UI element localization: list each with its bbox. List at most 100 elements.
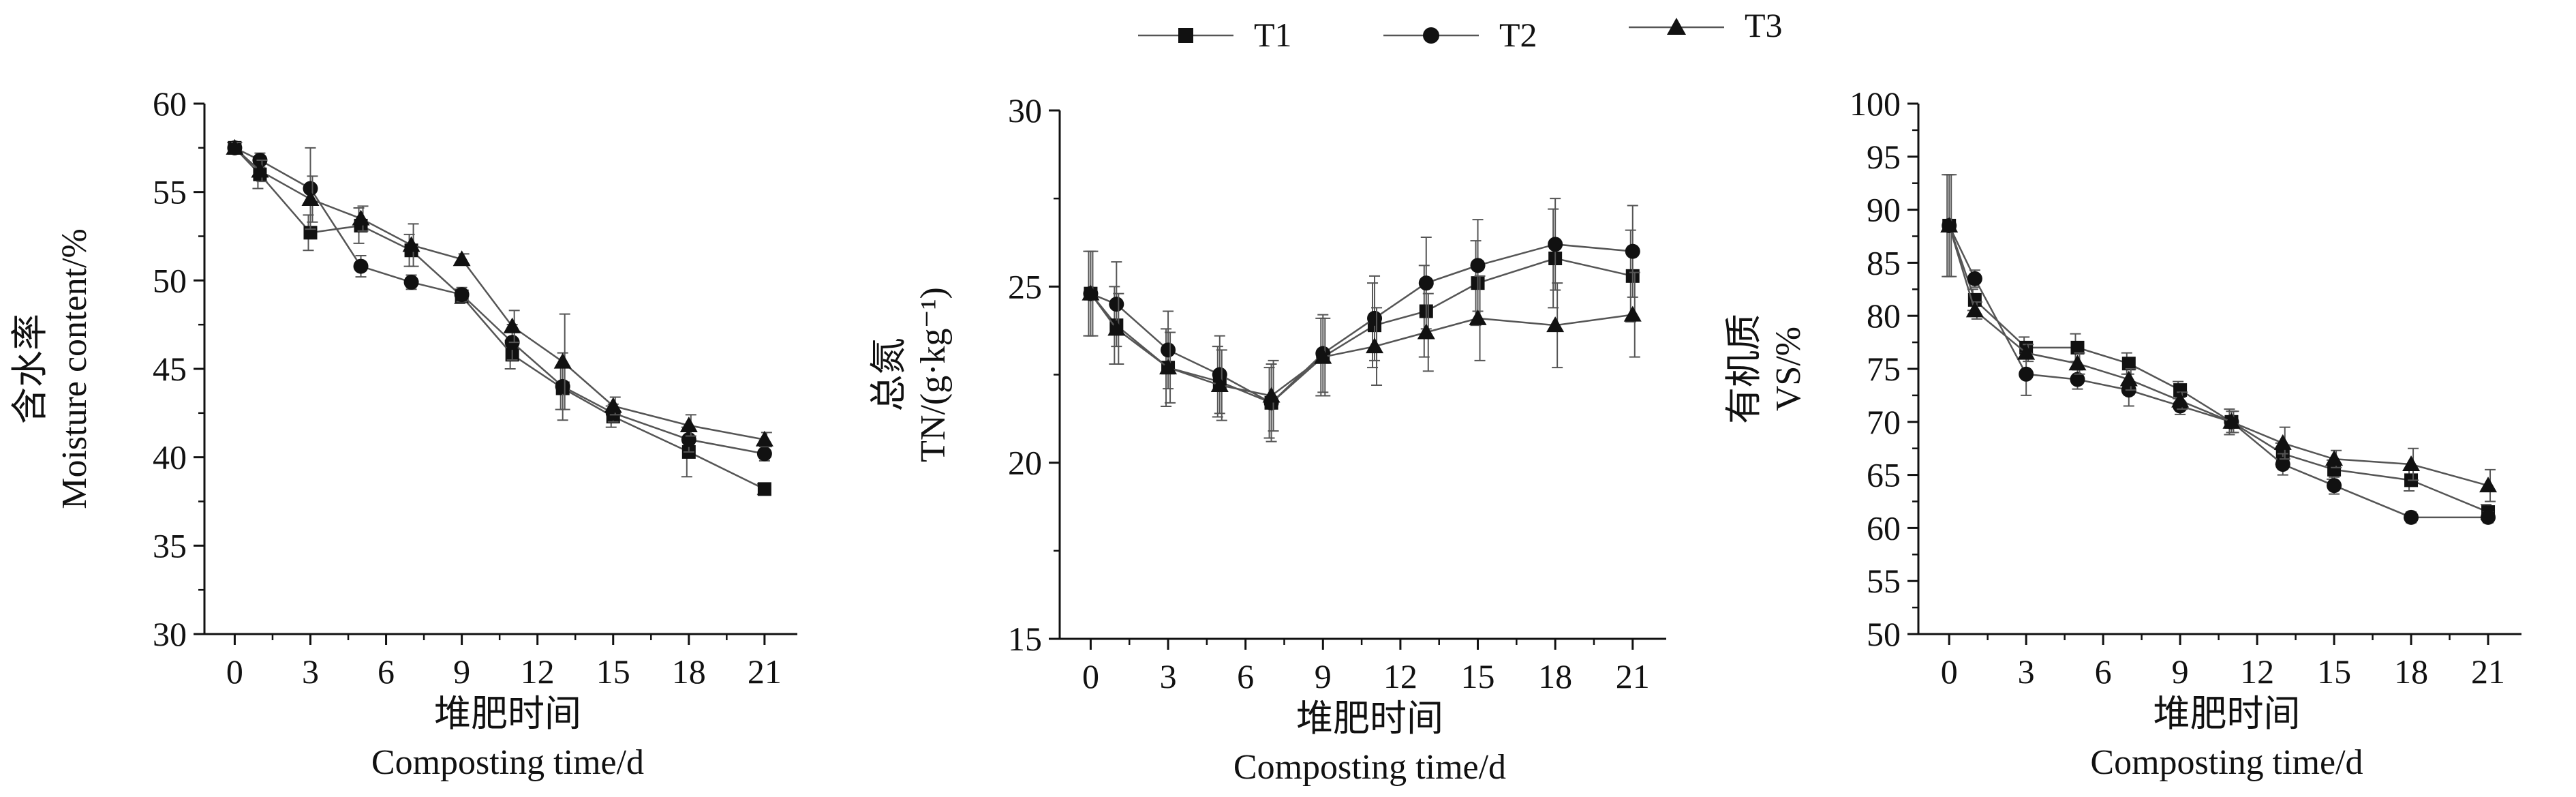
data-point-t2 (1967, 271, 1982, 286)
y-tick-label: 30 (153, 615, 187, 653)
data-point-t2 (2481, 509, 2496, 525)
chart-panel-2: 15 20 25 30 0 3 6 9 12 15 18 21 堆肥时间 Composting time/… (867, 91, 1666, 787)
x-tick-label: 3 (1160, 657, 1177, 695)
data-point-t3 (1469, 309, 1487, 325)
data-point-t3 (301, 190, 320, 207)
x-tick-label: 6 (2095, 652, 2112, 691)
x-tick-label: 6 (378, 652, 395, 691)
x-tick-label: 18 (1538, 657, 1572, 695)
y-axis-label-group: 有机质 VS/% (1722, 314, 1808, 424)
x-axis-label-cn: 堆肥时间 (1296, 697, 1443, 740)
x-tick-label: 0 (226, 652, 243, 691)
x-tick-label: 0 (1082, 657, 1099, 695)
x-tick-label: 9 (453, 652, 470, 691)
data-point-t2 (756, 446, 772, 462)
y-tick-label: 20 (1008, 444, 1042, 482)
data-point-t2 (1161, 342, 1176, 358)
x-tick-label: 12 (1383, 657, 1417, 695)
data-point-t2 (2019, 366, 2034, 382)
data-point-t2 (1625, 243, 1640, 259)
x-tick-label: 12 (521, 652, 555, 691)
data-point-t2 (1418, 275, 1434, 291)
legend-marker-t3-icon (1629, 18, 1724, 35)
x-tick-label: 6 (1237, 657, 1254, 695)
x-axis-label: Composting time/d (371, 743, 644, 782)
data-point-t2 (1109, 297, 1124, 312)
data-point-t3 (2171, 391, 2190, 408)
data-point-t3 (1107, 320, 1126, 336)
data-point-t2 (681, 432, 696, 447)
x-axis-label-cn: 堆肥时间 (2153, 692, 2301, 735)
y-axis-label-cn: 含水率 (8, 314, 51, 424)
data-point-t2 (1548, 237, 1563, 252)
x-tick-label: 12 (2240, 652, 2274, 691)
data-point-t3 (2119, 370, 2138, 387)
series-t2 (227, 140, 772, 462)
data-point-t3 (1965, 301, 1984, 318)
data-point-t3 (1210, 376, 1229, 392)
y-tick-label: 70 (1867, 403, 1901, 441)
y-tick-label: 75 (1867, 350, 1901, 388)
data-point-t2 (2275, 457, 2290, 472)
y-tick-label: 65 (1867, 456, 1901, 494)
data-point-t2 (403, 274, 419, 290)
data-point-t3 (453, 250, 471, 267)
x-tick-label: 9 (2172, 652, 2189, 691)
data-point-t3 (2402, 455, 2421, 472)
data-point-t3 (553, 352, 572, 369)
data-point-t2 (353, 258, 369, 274)
legend: T1 T2 T3 (1124, 6, 1840, 61)
x-tick-label: 18 (672, 652, 706, 691)
y-tick-label: 95 (1867, 138, 1901, 176)
x-axis-label: Composting time/d (2090, 743, 2363, 782)
y-tick-label: 55 (1867, 562, 1901, 600)
y-tick-label: 30 (1008, 91, 1042, 130)
data-point-t3 (755, 430, 773, 447)
x-tick-label: 0 (1941, 652, 1958, 691)
x-tick-label: 15 (1461, 657, 1495, 695)
series-t3 (1940, 174, 2498, 502)
chart-panel-1: 30 35 40 45 50 55 60 0 3 6 9 12 15 18 21 堆肥时间 Composting… (8, 85, 797, 782)
x-tick-label: 15 (596, 652, 630, 691)
data-point-t3 (352, 209, 370, 226)
data-point-t2 (555, 378, 570, 394)
legend-label-t2: T2 (1499, 16, 1537, 54)
data-point-t3 (1262, 387, 1281, 403)
y-axis-label-cn: 有机质 (1722, 314, 1765, 424)
data-point-t3 (2222, 412, 2241, 429)
y-tick-label: 60 (153, 85, 187, 123)
y-axis-label-cn: 总氮 (867, 338, 910, 412)
data-point-t3 (2325, 450, 2344, 466)
data-point-t3 (1082, 284, 1100, 301)
data-point-t2 (2327, 478, 2342, 494)
x-tick-label: 21 (748, 652, 782, 691)
x-tick-label: 15 (2317, 652, 2351, 691)
data-point-t3 (1623, 305, 1642, 322)
x-tick-label: 18 (2394, 652, 2428, 691)
data-point-t2 (303, 181, 318, 196)
y-tick-label: 50 (153, 261, 187, 299)
x-tick-label: 21 (2471, 652, 2505, 691)
data-point-t1 (2070, 340, 2085, 355)
x-tick-label: 21 (1616, 657, 1650, 695)
data-point-t3 (679, 416, 698, 432)
data-point-t1 (757, 482, 771, 496)
data-point-t3 (2017, 344, 2036, 360)
y-axis-label: VS/% (1769, 327, 1808, 411)
legend-label-t1: T1 (1254, 16, 1292, 54)
x-tick-label: 9 (1315, 657, 1332, 695)
y-axis-label-group: 总氮 TN/(g·kg⁻¹) (867, 287, 953, 462)
data-point-t3 (1314, 348, 1332, 364)
data-point-t3 (226, 138, 244, 155)
y-tick-label: 45 (153, 350, 187, 388)
y-tick-label: 25 (1008, 267, 1042, 305)
y-tick-label: 85 (1867, 243, 1901, 282)
x-tick-label: 3 (2018, 652, 2035, 691)
y-axis-label-group: 含水率 Moisture content/% (8, 228, 94, 509)
data-point-t3 (402, 236, 420, 252)
y-tick-label: 55 (153, 173, 187, 211)
data-point-t3 (251, 162, 269, 178)
y-tick-label: 80 (1867, 297, 1901, 335)
y-tick-label: 40 (153, 438, 187, 477)
